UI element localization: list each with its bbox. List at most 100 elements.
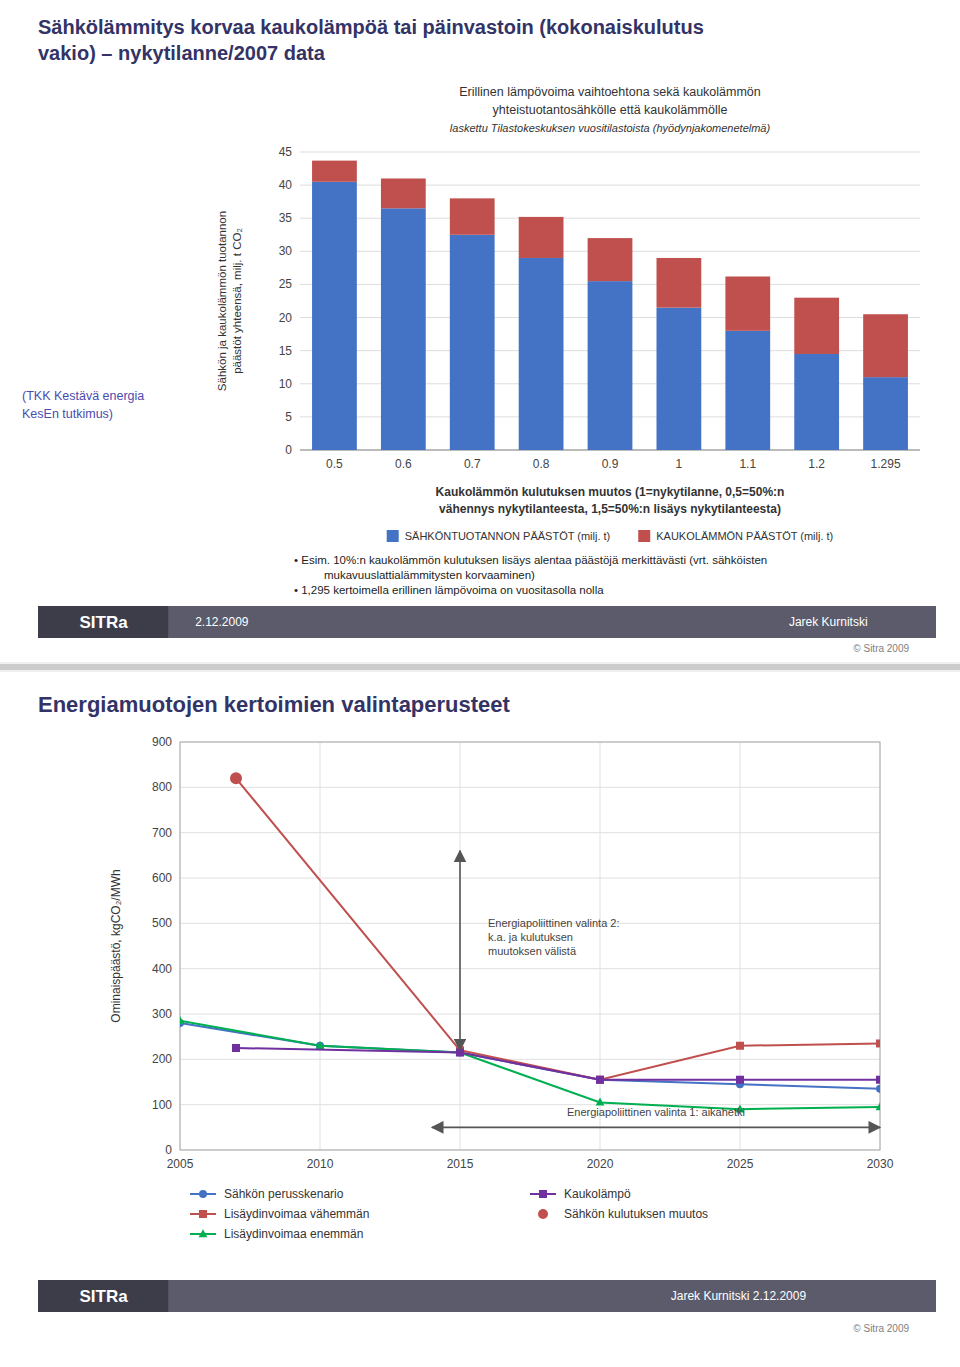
footer-text: Jarek Kurnitski — [789, 615, 868, 629]
grid-line — [180, 1104, 880, 1105]
bar — [794, 298, 839, 354]
bar — [657, 308, 702, 450]
x-tick-label: 0.9 — [602, 457, 619, 471]
legend-item: Sähkön perusskenario — [190, 1187, 344, 1201]
plot-background — [180, 742, 880, 1150]
annotation: Energiapoliittinen valinta 2: k.a. ja kul… — [488, 917, 619, 957]
y-tick-label: 700 — [152, 826, 172, 840]
point — [876, 1076, 880, 1084]
annotations: Energiapoliittinen valinta 2: k.a. ja kul… — [432, 851, 880, 1128]
annotation-arrow — [459, 851, 461, 1050]
bar — [450, 235, 495, 450]
y-tick-label: 900 — [152, 735, 172, 749]
legend: Sähkön perusskenario Lisäydinvoimaa vähem… — [190, 1187, 708, 1241]
legend-marker — [199, 1210, 207, 1218]
grid-line — [180, 832, 880, 833]
x-axis-label: Kaukolämmön kulutuksen muutos (1=nykytil… — [436, 485, 785, 499]
x-tick-label: 0.6 — [395, 457, 412, 471]
x-tick-label: 2025 — [727, 1157, 754, 1171]
y-tick-label: 400 — [152, 962, 172, 976]
bar — [657, 258, 702, 308]
annotation: KesEn tutkimus) — [22, 407, 113, 421]
figure: Sähkölämmitys korvaa kaukolämpöä tai päi… — [0, 0, 960, 1367]
bar — [519, 258, 564, 450]
bar — [725, 276, 770, 330]
x-tick-label: 2015 — [447, 1157, 474, 1171]
slide-1: Sähkölämmitys korvaa kaukolämpöä tai päi… — [0, 0, 960, 662]
series-group — [180, 1019, 880, 1093]
legend-label: Sähkön perusskenario — [224, 1187, 344, 1201]
legend-item: Lisäydinvoimaa enemmän — [190, 1227, 363, 1241]
y-tick-label: 300 — [152, 1007, 172, 1021]
legend-label: Lisäydinvoimaa vähemmän — [224, 1207, 369, 1221]
point — [230, 772, 242, 784]
point — [596, 1076, 604, 1084]
y-tick-label: 20 — [279, 311, 293, 325]
note: mukavuuslattialämmitysten korvaaminen) — [324, 569, 535, 581]
grid-line — [300, 152, 920, 153]
slide-2: Energiamuotojen kertoimien valintaperust… — [0, 672, 960, 1367]
subtitle: yhteistuotantosähkölle että kaukolämmöll… — [493, 103, 728, 117]
y-tick-label: 10 — [279, 377, 293, 391]
text-line: vakio) – nykytilanne/2007 data — [38, 42, 326, 64]
legend-label: Sähkön kulutuksen muutos — [564, 1207, 708, 1221]
grid-line — [320, 742, 321, 1150]
legend-label: Kaukolämpö — [564, 1187, 631, 1201]
title: Sähkölämmitys korvaa kaukolämpöä tai päi… — [38, 16, 704, 64]
point — [180, 1016, 184, 1024]
series-group — [180, 1016, 880, 1112]
slide-background — [0, 672, 960, 1367]
point — [232, 1044, 240, 1052]
y-tick-label: 0 — [165, 1143, 172, 1157]
y-tick-label: 200 — [152, 1052, 172, 1066]
separator — [0, 664, 960, 670]
legend-marker — [199, 1190, 207, 1198]
footer-text: 2.12.2009 — [195, 615, 249, 629]
legend-label: SÄHKÖNTUOTANNON PÄÄSTÖT (milj. t) — [405, 530, 611, 542]
grid-line — [180, 1059, 880, 1060]
legend-item: Kaukolämpö — [530, 1187, 631, 1201]
point — [316, 1041, 325, 1049]
y-tick-label: 600 — [152, 871, 172, 885]
annotation: Energiapoliittinen valinta 1: aikahetki — [567, 1106, 745, 1118]
footer-logo: SITRa — [79, 613, 128, 632]
point — [596, 1076, 604, 1084]
grid-line — [180, 878, 880, 879]
slide-background — [0, 0, 960, 662]
footer-bar — [38, 606, 936, 638]
subtitle: Erillinen lämpövoima vaihtoehtona sekä k… — [459, 85, 761, 99]
annotation: (TKK Kestävä energia — [22, 389, 144, 403]
copyright: © Sitra 2009 — [853, 1323, 909, 1334]
note: • 1,295 kertoimella erillinen lämpövoima… — [294, 584, 604, 596]
y-tick-label: 0 — [285, 443, 292, 457]
point — [596, 1098, 605, 1106]
bar — [381, 208, 426, 450]
legend-item: Sähkön kulutuksen muutos — [538, 1207, 708, 1221]
y-tick-label: 800 — [152, 780, 172, 794]
plot-frame — [180, 742, 880, 1150]
x-tick-label: 1.2 — [808, 457, 825, 471]
point — [736, 1076, 744, 1084]
bar — [725, 331, 770, 450]
series-group — [230, 772, 242, 784]
point — [736, 1042, 744, 1050]
y-tick-label: 35 — [279, 211, 293, 225]
bar — [519, 217, 564, 258]
footer-text: Jarek Kurnitski 2.12.2009 — [671, 1289, 807, 1303]
text-line: k.a. ja kulutuksen — [488, 931, 573, 943]
series — [180, 772, 880, 1112]
bar — [863, 377, 908, 450]
point — [876, 1039, 880, 1047]
y-tick-label: 500 — [152, 916, 172, 930]
text-line: Energiapoliittinen valinta 2: — [488, 917, 619, 929]
bar — [588, 238, 633, 281]
copyright: © Sitra 2009 — [853, 643, 909, 654]
background — [0, 0, 960, 1367]
text-line: muutoksen välistä — [488, 945, 577, 957]
y-tick-label: 45 — [279, 145, 293, 159]
point — [876, 1102, 880, 1110]
legend-label: Lisäydinvoimaa enemmän — [224, 1227, 363, 1241]
footer-logo-box — [38, 1280, 168, 1312]
point — [596, 1076, 604, 1084]
title: Energiamuotojen kertoimien valintaperust… — [38, 692, 511, 717]
